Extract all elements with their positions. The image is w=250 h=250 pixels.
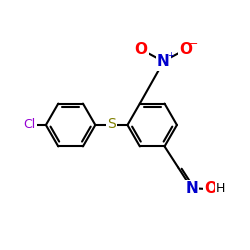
Text: O: O xyxy=(134,42,147,57)
Text: S: S xyxy=(107,117,116,131)
Text: +: + xyxy=(167,51,174,60)
Text: −: − xyxy=(189,39,198,49)
Text: Cl: Cl xyxy=(24,118,36,132)
Text: O: O xyxy=(179,42,192,57)
Text: O: O xyxy=(204,182,217,196)
Text: N: N xyxy=(157,54,170,70)
Text: N: N xyxy=(186,181,198,196)
Text: H: H xyxy=(216,182,225,196)
